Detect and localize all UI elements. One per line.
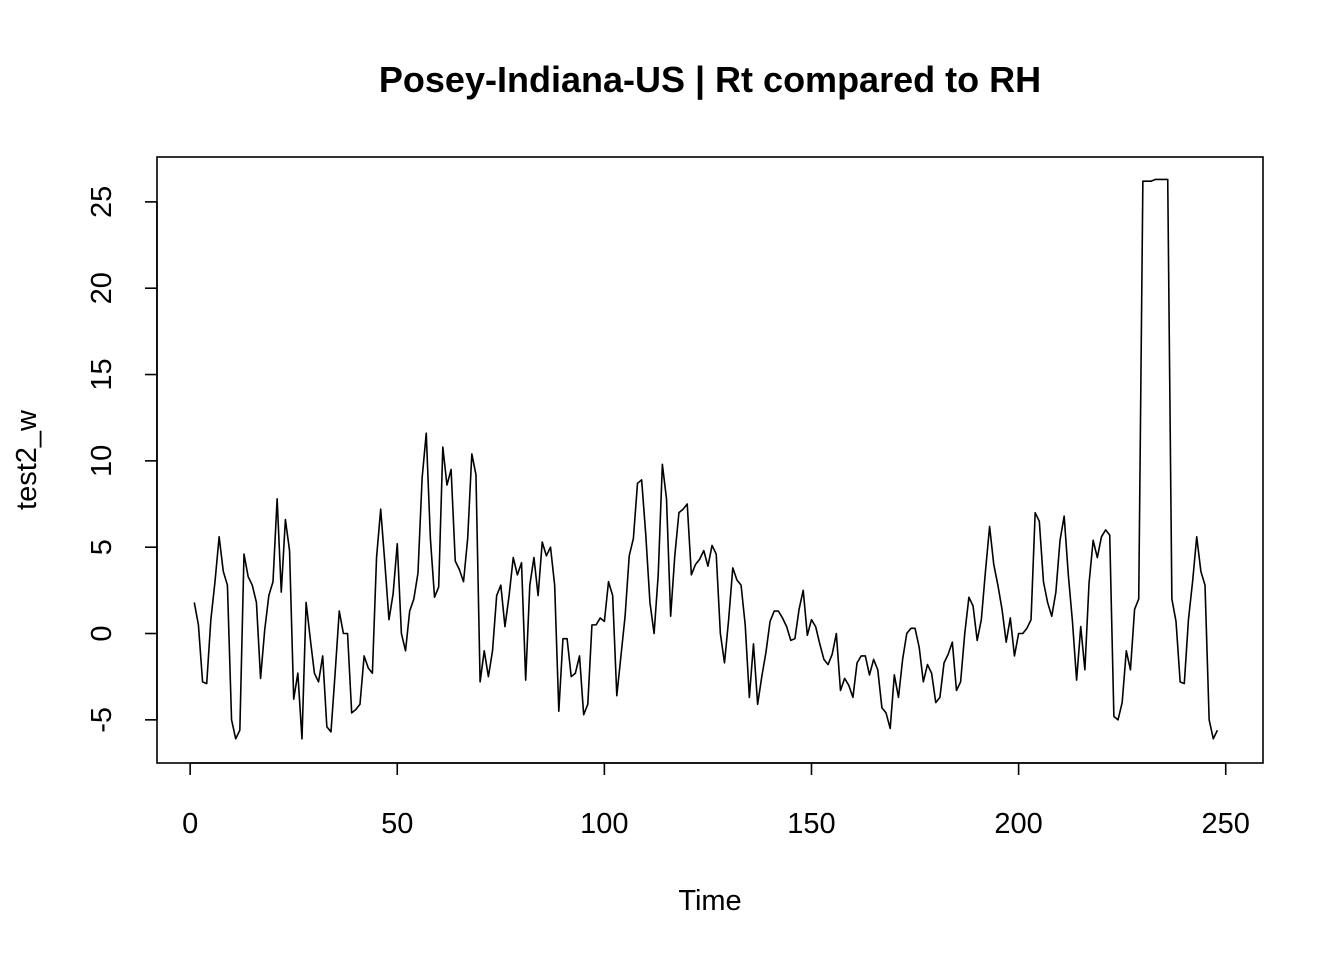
- x-tick-label: 0: [182, 808, 198, 840]
- y-tick-label: 5: [86, 539, 118, 555]
- x-axis: 0 50 100 150 200 250: [182, 762, 1250, 840]
- x-axis-label: Time: [678, 885, 741, 917]
- x-tick-label: 200: [994, 808, 1042, 840]
- y-tick-label: -5: [86, 707, 118, 733]
- x-tick-label: 100: [580, 808, 628, 840]
- y-tick-label: 0: [86, 625, 118, 641]
- chart-title: Posey-Indiana-US | Rt compared to RH: [379, 59, 1041, 101]
- y-tick-label: 15: [86, 358, 118, 390]
- y-tick-label: 25: [86, 186, 118, 218]
- y-tick-label: 20: [86, 272, 118, 304]
- x-tick-label: 150: [787, 808, 835, 840]
- x-tick-label: 250: [1202, 808, 1250, 840]
- y-axis: -5 0 5 10 15 20 25: [86, 186, 158, 733]
- series-line: [193, 178, 1219, 740]
- x-tick-label: 50: [381, 808, 413, 840]
- y-axis-label: test2_w: [11, 409, 43, 510]
- y-tick-label: 10: [86, 445, 118, 477]
